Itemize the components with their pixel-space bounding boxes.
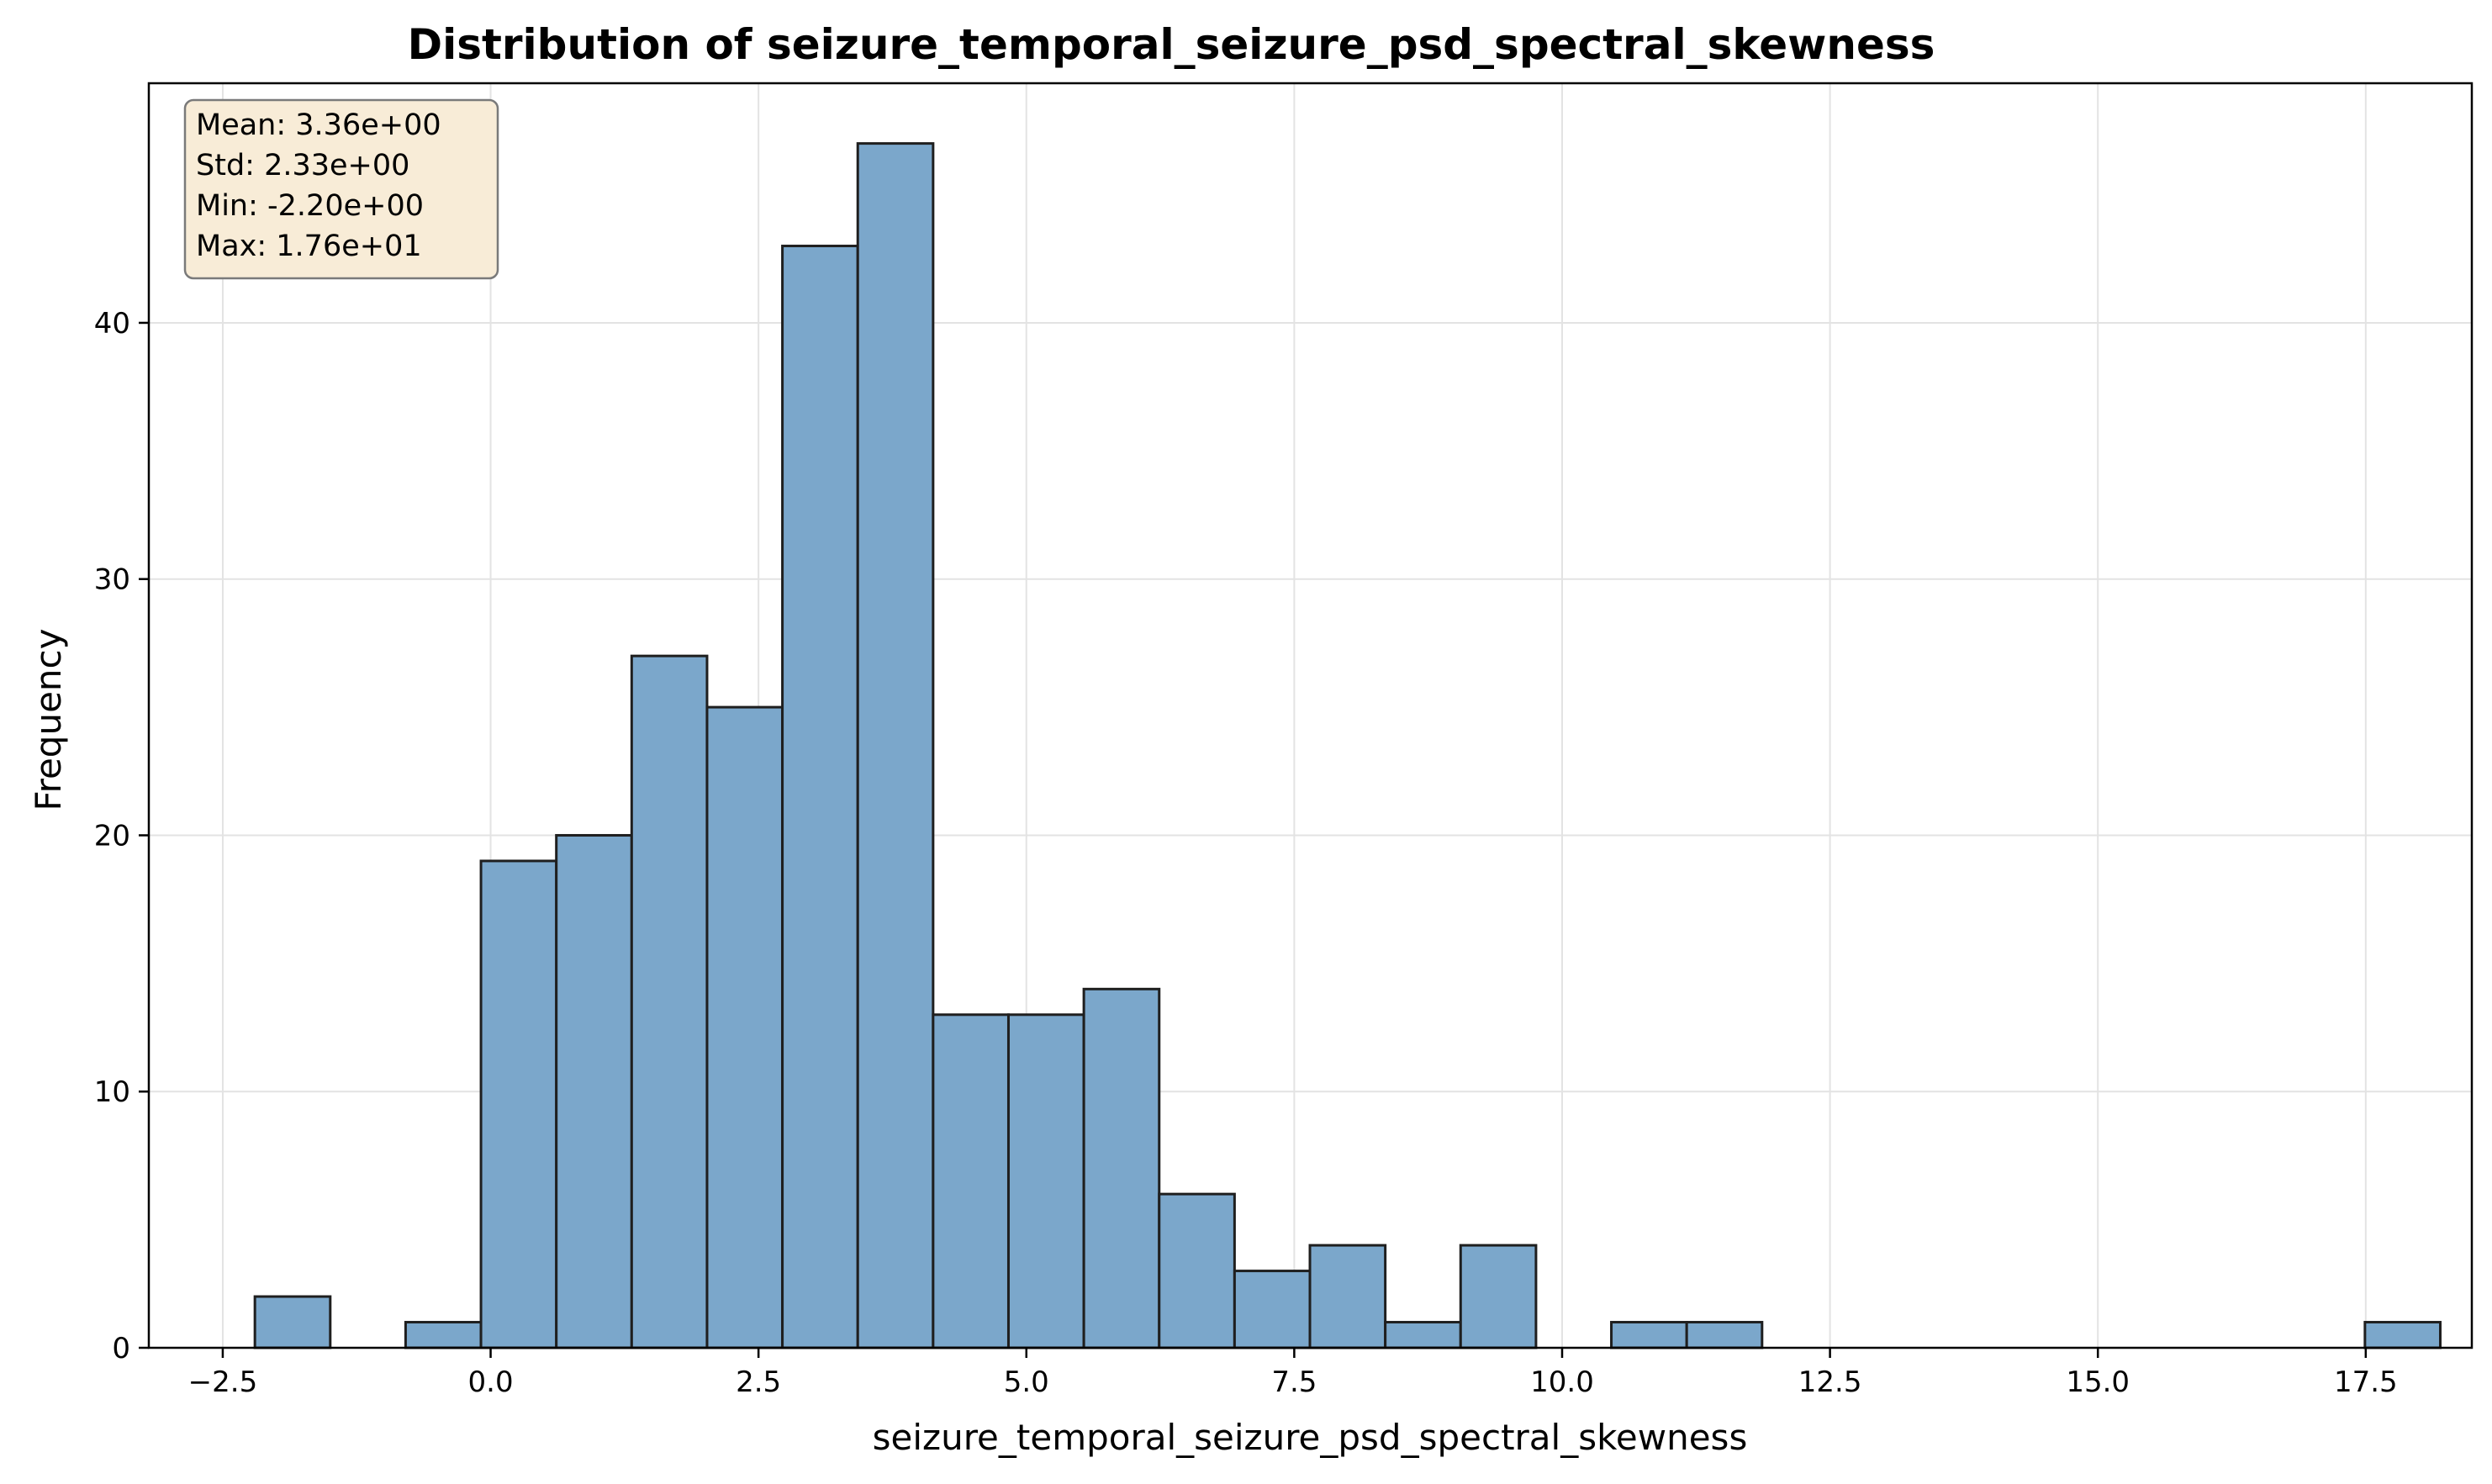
histogram-bar: [404, 1321, 483, 1349]
y-tick-label: 20: [94, 819, 130, 853]
x-tick-label: 5.0: [1004, 1365, 1049, 1399]
x-tick-label: 0.0: [468, 1365, 514, 1399]
chart-title: Distribution of seizure_temporal_seizure…: [408, 20, 1935, 69]
y-axis-ticks: 0 10 20 30 40: [94, 307, 149, 1365]
x-tick-label: 12.5: [1798, 1365, 1862, 1399]
stats-mean: Mean: 3.36e+00: [196, 108, 441, 142]
histogram-bar: [856, 142, 935, 1349]
histogram-bar: [1308, 1244, 1387, 1349]
x-tick-label: 2.5: [736, 1365, 781, 1399]
stats-std: Std: 2.33e+00: [196, 149, 409, 182]
stats-box-background: [183, 98, 499, 280]
x-axis-ticks: −2.5 0.0 2.5 5.0 7.5 10.0 12.5 15.0 17.5: [188, 1348, 2398, 1399]
stats-max: Max: 1.76e+01: [196, 230, 422, 263]
histogram-bar: [781, 245, 859, 1349]
y-tick-label: 0: [112, 1332, 130, 1365]
histogram-bar: [2363, 1321, 2442, 1349]
histogram-bars: [253, 142, 2442, 1349]
histogram-bar: [630, 654, 709, 1349]
histogram-bar: [479, 859, 558, 1349]
y-tick-label: 10: [94, 1075, 130, 1109]
histogram-bar: [1082, 987, 1161, 1349]
histogram-bar: [1158, 1192, 1236, 1349]
histogram-bar: [253, 1295, 332, 1349]
stats-box: Mean: 3.36e+00 Std: 2.33e+00 Min: -2.20e…: [183, 98, 499, 280]
stats-min: Min: -2.20e+00: [196, 189, 424, 223]
histogram-bar: [555, 833, 633, 1349]
histogram-bar: [932, 1013, 1010, 1349]
histogram-bar: [1610, 1321, 1688, 1349]
histogram-bar: [705, 705, 784, 1349]
x-tick-label: 10.0: [1530, 1365, 1594, 1399]
histogram-bar: [1459, 1244, 1538, 1349]
y-tick-label: 30: [94, 563, 130, 597]
y-tick-label: 40: [94, 307, 130, 341]
histogram-bar: [1384, 1321, 1462, 1349]
histogram-bar: [1233, 1270, 1312, 1349]
plot-frame: [147, 82, 2474, 1349]
x-axis-label: seizure_temporal_seizure_psd_spectral_sk…: [873, 1417, 1748, 1458]
x-tick-label: −2.5: [188, 1365, 258, 1399]
x-tick-label: 7.5: [1271, 1365, 1317, 1399]
histogram-bar: [1006, 1013, 1085, 1349]
x-tick-label: 15.0: [2066, 1365, 2130, 1399]
x-tick-label: 17.5: [2334, 1365, 2398, 1399]
y-axis-label: Frequency: [28, 629, 69, 811]
histogram-bar: [1685, 1321, 1764, 1349]
